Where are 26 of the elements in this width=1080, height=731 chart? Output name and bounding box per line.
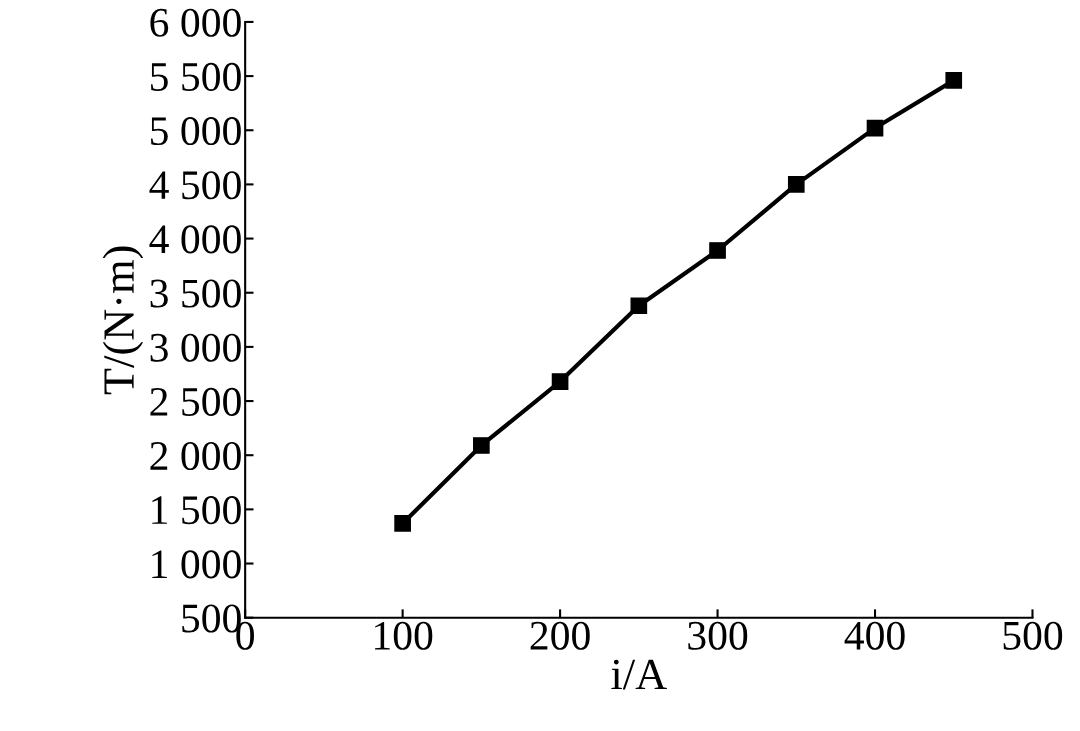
x-tick-label: 500 [1003,621,1063,650]
point [945,72,963,89]
y-axis-title: T/(N·m) [102,246,144,395]
y-tick-label: 6 000 [150,8,241,37]
point [394,515,411,532]
y-tick-label: 4 500 [149,171,241,200]
y-tick-label: 3 500 [150,279,241,308]
point [787,176,805,193]
y-tick-label: 4 000 [149,225,241,254]
y-tick-label: 3 000 [150,333,241,362]
x-tick-label: 100 [375,621,433,650]
point [551,373,569,390]
y-tick-label: 1 000 [152,550,241,579]
y-tick-label: 1 500 [152,496,241,525]
point [709,242,726,259]
point [630,297,648,315]
point [866,119,884,137]
y-tick-label: 5 500 [151,62,241,91]
x-axis-title: i/A [611,659,667,690]
x-tick-label: 400 [844,621,905,650]
x-tick-label: 300 [688,621,748,650]
x-tick-label: 200 [530,621,590,650]
y-tick-label: 2 000 [150,441,241,471]
y-tick-label: 2 500 [150,387,241,416]
y-tick-label: 5 000 [151,117,241,146]
point [473,437,490,454]
